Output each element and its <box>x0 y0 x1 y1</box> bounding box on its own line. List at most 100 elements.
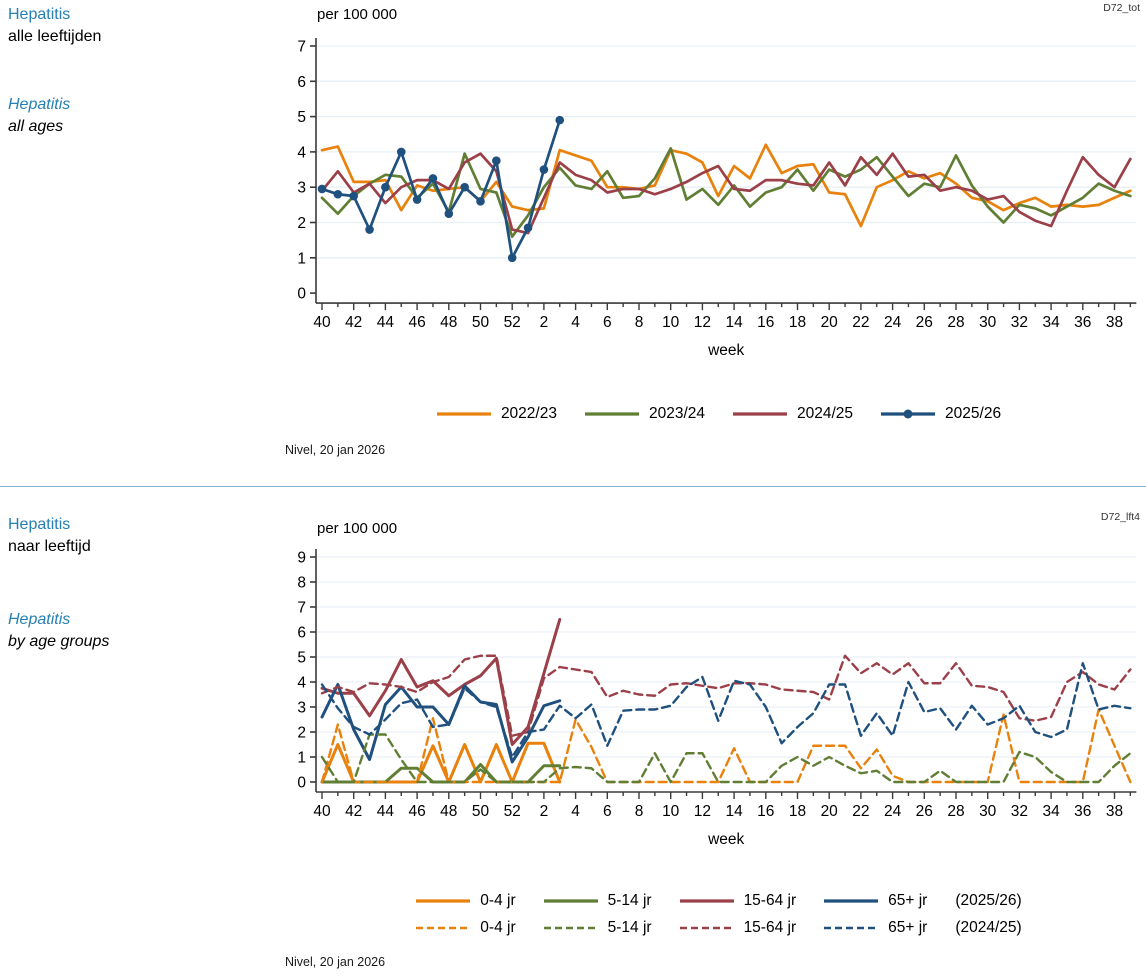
svg-text:6: 6 <box>603 314 612 331</box>
svg-text:2: 2 <box>297 215 306 232</box>
legend-item-5-14-jr: 5-14 jr <box>542 919 652 937</box>
legend-item-15-64-jr: 15-64 jr <box>678 892 797 910</box>
legend-label: 65+ jr <box>888 919 928 936</box>
svg-text:18: 18 <box>789 803 806 820</box>
legend-line-swatch <box>679 926 734 930</box>
svg-text:5: 5 <box>297 109 306 126</box>
legend-item-2022-23: 2022/23 <box>435 405 557 423</box>
panel1-subtitle-nl: alle leeftijden <box>8 28 102 45</box>
svg-text:48: 48 <box>440 314 457 331</box>
svg-text:46: 46 <box>408 314 425 331</box>
svg-text:40: 40 <box>313 314 331 331</box>
legend-line-swatch <box>824 926 879 930</box>
legend-label: 5-14 jr <box>607 919 652 936</box>
legend-season-suffix: (2024/25) <box>955 919 1022 936</box>
svg-text:34: 34 <box>1042 803 1060 820</box>
svg-text:8: 8 <box>297 575 306 592</box>
svg-text:6: 6 <box>297 74 306 91</box>
panel1-source: Nivel, 20 jan 2026 <box>285 443 386 457</box>
svg-text:50: 50 <box>472 314 490 331</box>
svg-text:0: 0 <box>297 775 306 792</box>
legend-item-5-14-jr: 5-14 jr <box>542 892 652 910</box>
svg-text:26: 26 <box>916 803 933 820</box>
panel2-subtitle-nl: naar leeftijd <box>8 538 91 555</box>
panel2-legend: 0-4 jr 5-14 jr 15-64 jr 65+ jr (2025/26) 0-4 … <box>290 892 1146 937</box>
svg-text:20: 20 <box>821 314 839 331</box>
legend-item-2024-25: 2024/25 <box>731 405 853 423</box>
legend-line-swatch <box>416 926 471 930</box>
svg-text:16: 16 <box>757 803 774 820</box>
legend-label: 15-64 jr <box>743 892 797 909</box>
svg-text:2: 2 <box>297 725 306 742</box>
svg-text:10: 10 <box>662 803 680 820</box>
svg-text:30: 30 <box>979 803 997 820</box>
svg-text:34: 34 <box>1042 314 1060 331</box>
svg-text:5: 5 <box>297 650 306 667</box>
legend-label: 5-14 jr <box>607 892 652 909</box>
legend-line-swatch <box>436 412 491 416</box>
svg-text:32: 32 <box>1011 314 1028 331</box>
panel1-figure-tag: D72_tot <box>1103 2 1140 14</box>
svg-text:7: 7 <box>297 39 306 56</box>
svg-text:week: week <box>707 342 744 359</box>
svg-text:18: 18 <box>789 314 806 331</box>
legend-row: 2022/23 2023/24 2024/25 2025/26 <box>435 405 1001 423</box>
legend-line-swatch <box>824 899 879 903</box>
svg-text:24: 24 <box>884 314 902 331</box>
svg-text:4: 4 <box>571 803 580 820</box>
svg-text:0: 0 <box>297 286 306 303</box>
svg-text:52: 52 <box>504 314 521 331</box>
svg-text:16: 16 <box>757 314 774 331</box>
legend-line-swatch <box>416 899 471 903</box>
svg-text:6: 6 <box>603 803 612 820</box>
legend-line-swatch <box>733 412 787 416</box>
svg-text:4: 4 <box>571 314 580 331</box>
svg-text:42: 42 <box>345 314 362 331</box>
svg-text:36: 36 <box>1074 314 1091 331</box>
svg-text:2: 2 <box>540 803 549 820</box>
panel2-title-nl: Hepatitis <box>8 516 71 533</box>
panel2-title-en: Hepatitis <box>8 611 71 628</box>
legend-item-2023-24: 2023/24 <box>583 405 705 423</box>
svg-text:9: 9 <box>297 550 306 567</box>
svg-text:40: 40 <box>313 803 331 820</box>
svg-text:1: 1 <box>297 250 306 267</box>
legend-label: 2023/24 <box>648 405 705 422</box>
legend-line-swatch <box>679 899 734 903</box>
svg-text:14: 14 <box>725 803 743 820</box>
panel-divider <box>0 486 1146 487</box>
svg-text:22: 22 <box>852 314 869 331</box>
svg-text:38: 38 <box>1106 803 1123 820</box>
svg-text:38: 38 <box>1106 314 1123 331</box>
svg-text:28: 28 <box>947 314 964 331</box>
legend-item-65+-jr: 65+ jr <box>822 919 927 937</box>
svg-text:12: 12 <box>694 314 711 331</box>
panel1-unit-label: per 100 000 <box>317 6 398 23</box>
svg-text:8: 8 <box>635 314 644 331</box>
panel2-figure-tag: D72_lft4 <box>1100 511 1140 523</box>
legend-item-0-4-jr: 0-4 jr <box>414 892 516 910</box>
svg-text:1: 1 <box>297 750 306 767</box>
svg-text:26: 26 <box>916 314 933 331</box>
svg-text:7: 7 <box>297 600 306 617</box>
svg-text:46: 46 <box>408 803 425 820</box>
legend-row: 0-4 jr 5-14 jr 15-64 jr 65+ jr (2025/26) <box>414 892 1022 910</box>
svg-text:28: 28 <box>947 803 964 820</box>
svg-text:24: 24 <box>884 803 902 820</box>
svg-text:44: 44 <box>377 803 395 820</box>
svg-text:36: 36 <box>1074 803 1091 820</box>
svg-text:6: 6 <box>297 625 306 642</box>
legend-label: 0-4 jr <box>480 919 516 936</box>
legend-item-2025-26: 2025/26 <box>879 405 1001 423</box>
svg-text:3: 3 <box>297 700 306 717</box>
svg-text:50: 50 <box>472 803 490 820</box>
legend-line-swatch <box>584 412 639 416</box>
legend-line-swatch <box>543 899 598 903</box>
panel1-title-nl: Hepatitis <box>8 6 71 23</box>
legend-label: 2022/23 <box>500 405 557 422</box>
legend-item-15-64-jr: 15-64 jr <box>678 919 796 937</box>
legend-item-0-4-jr: 0-4 jr <box>414 919 516 937</box>
